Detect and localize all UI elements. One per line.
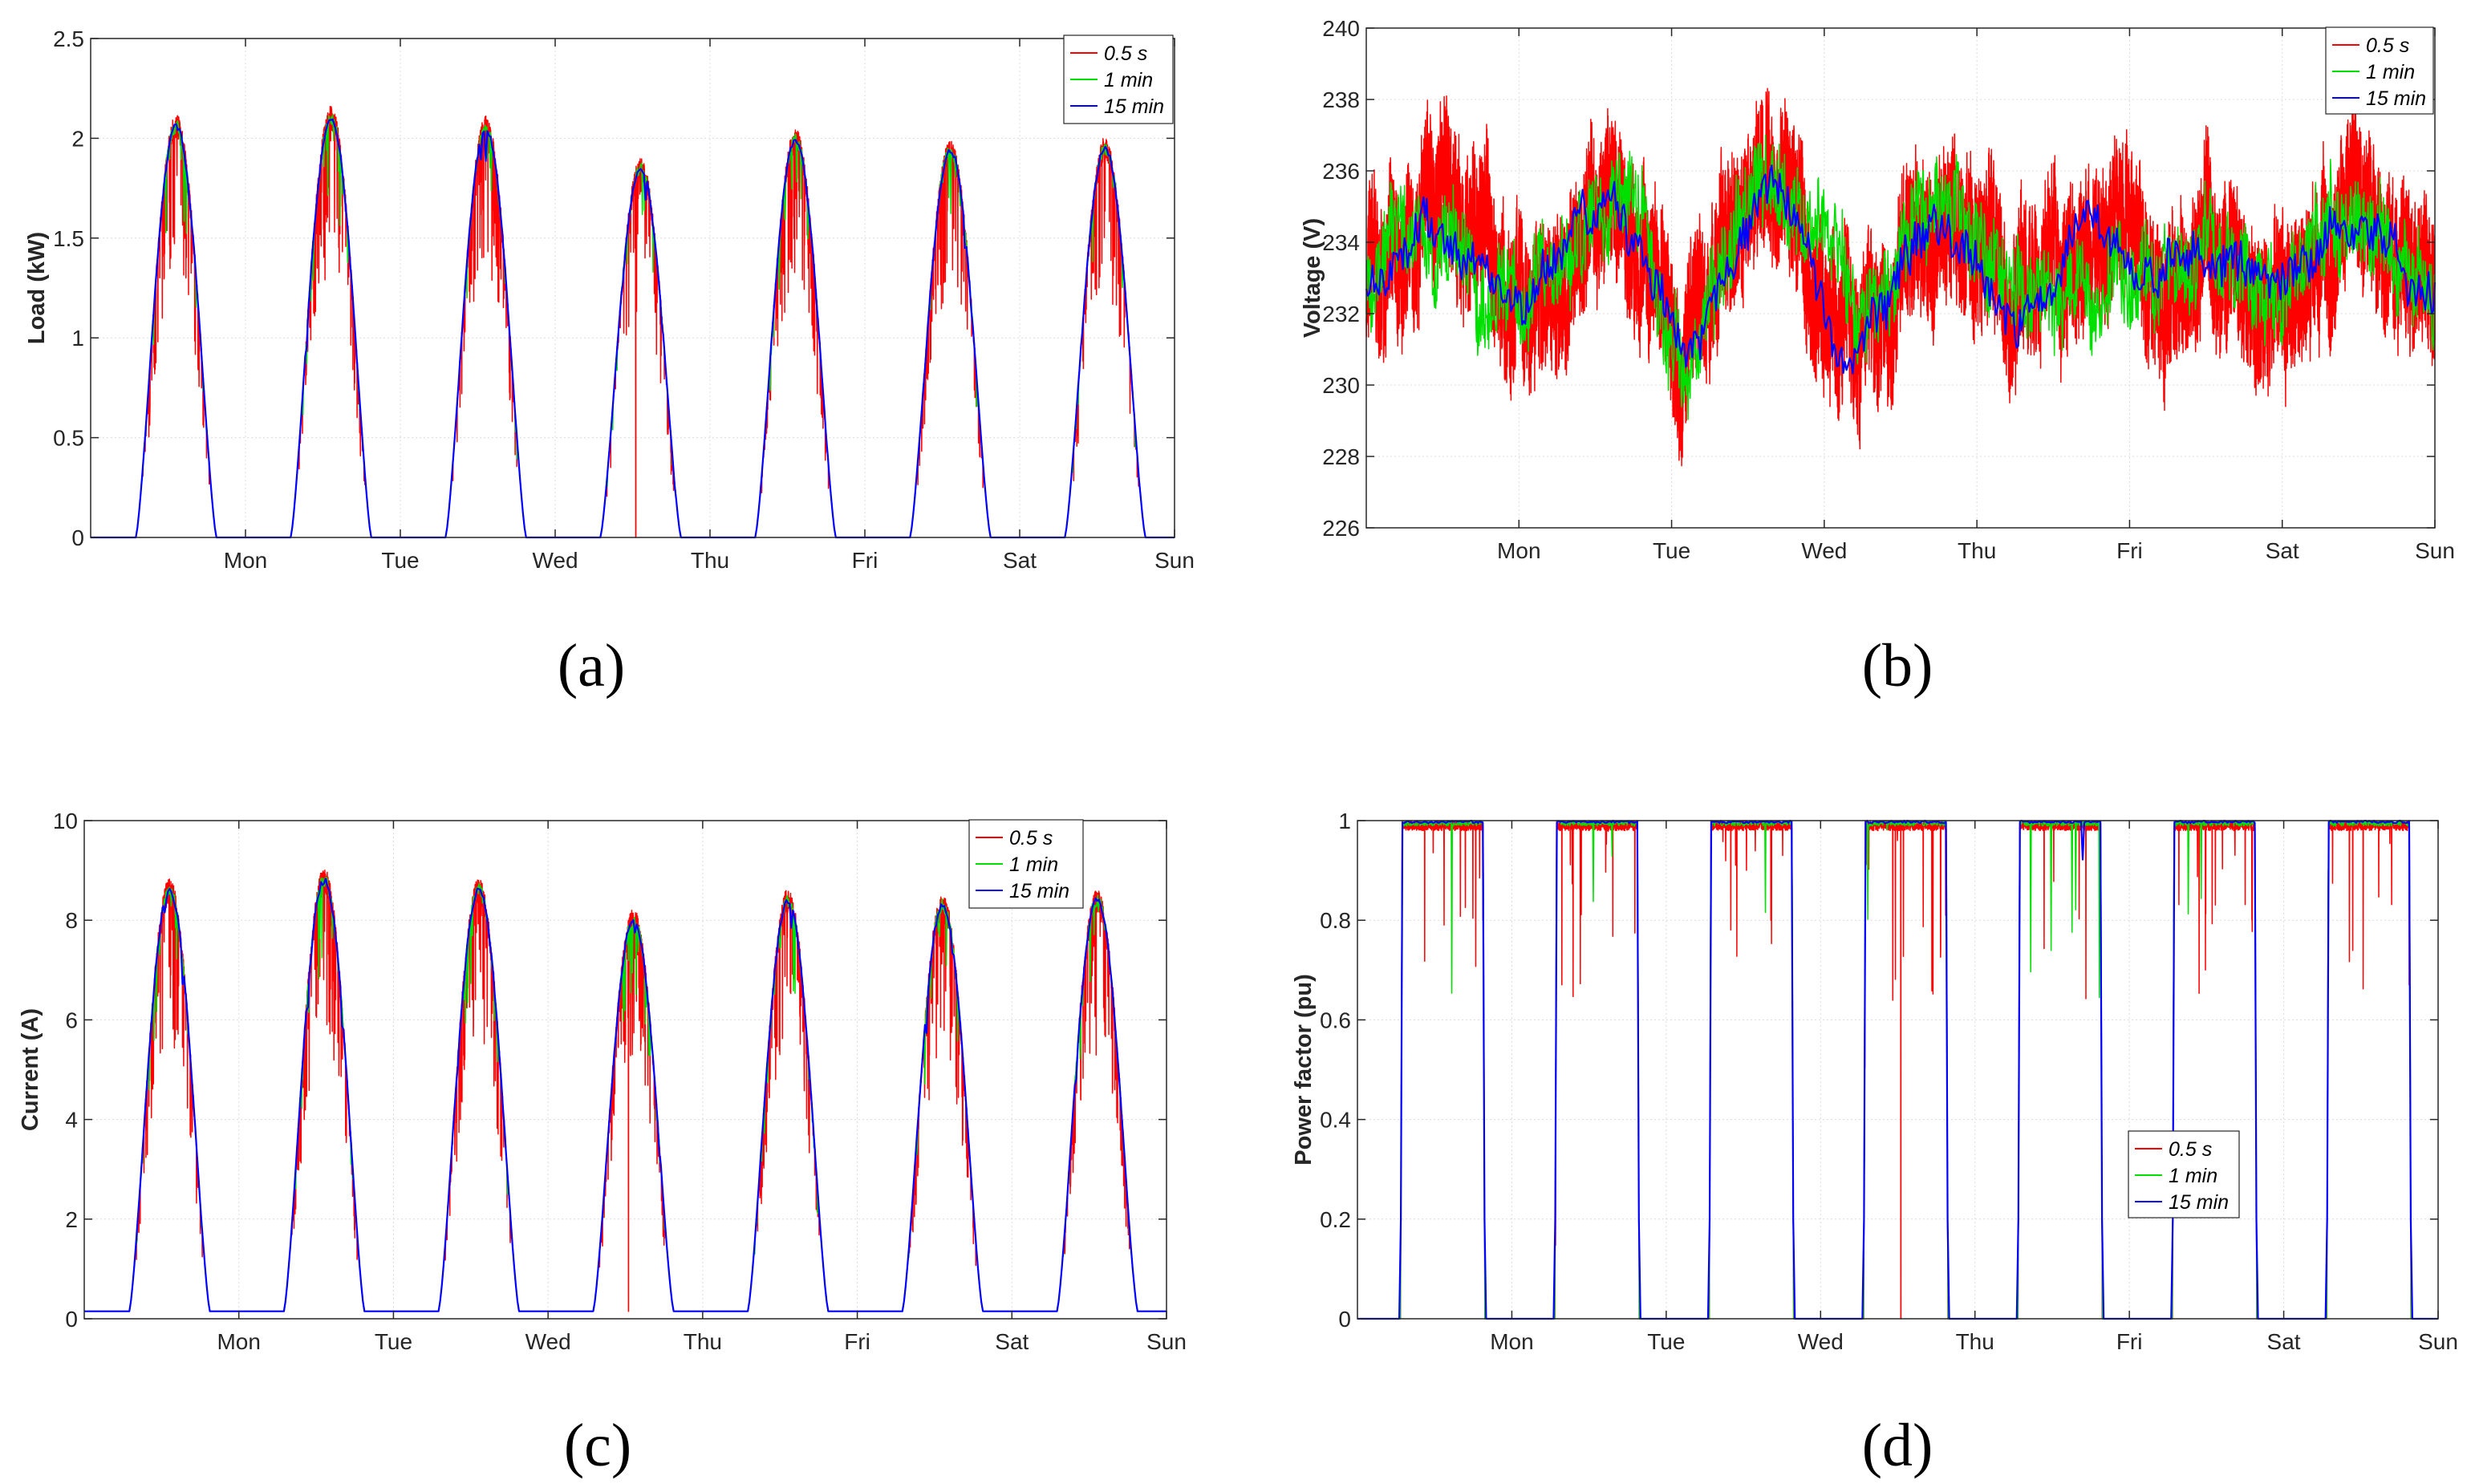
y-tick-label: 2	[71, 126, 84, 151]
panel-label: (b)	[1862, 632, 1933, 699]
legend: 0.5 s 1 min 15 min	[1063, 34, 1174, 124]
x-tick-label: Sun	[2415, 538, 2455, 563]
x-tick-label: Tue	[381, 548, 419, 573]
y-tick-label: 8	[65, 908, 78, 933]
x-tick-label: Sat	[995, 1329, 1029, 1354]
x-tick-label: Sat	[1003, 548, 1037, 573]
y-tick-label: 6	[65, 1008, 78, 1032]
legend-label: 0.5 s	[1104, 43, 1147, 65]
y-tick-label: 1	[1338, 809, 1351, 833]
plot-area	[1357, 821, 2438, 1319]
legend-label: 15 min	[2169, 1191, 2229, 1214]
x-tick-label: Mon	[1497, 538, 1540, 563]
y-axis-label: Power factor (pu)	[1291, 974, 1317, 1165]
x-tick-label: Wed	[525, 1329, 571, 1354]
y-tick-label: 0.6	[1320, 1008, 1351, 1032]
legend-label: 1 min	[2366, 61, 2415, 83]
y-tick-label: 1	[71, 326, 84, 351]
axes-box	[1365, 27, 2436, 529]
y-tick-label: 0.5	[53, 426, 84, 451]
panel-b: 226 228 230 232 234 236 238 240 Mon Tue Wed Thu Fri S…	[1300, 16, 2455, 699]
panel-label: (d)	[1862, 1412, 1933, 1479]
y-tick-label: 0.2	[1320, 1207, 1351, 1232]
legend-label: 1 min	[1104, 69, 1153, 91]
axes-box	[1357, 820, 2439, 1320]
legend-label: 1 min	[1009, 854, 1058, 876]
y-axis-label: Current (A)	[18, 1008, 43, 1131]
y-tick-label: 230	[1322, 373, 1360, 398]
y-tick-label: 0	[1338, 1307, 1351, 1332]
y-axis-label: Load (kW)	[24, 232, 50, 344]
y-tick-label: 1.5	[53, 226, 84, 251]
x-tick-label: Mon	[1490, 1329, 1533, 1354]
y-tick-label: 226	[1322, 516, 1360, 541]
x-tick-label: Wed	[1798, 1329, 1844, 1354]
x-tick-label: Tue	[1647, 1329, 1685, 1354]
y-tick-label: 240	[1322, 16, 1360, 41]
x-tick-label: Thu	[691, 548, 729, 573]
y-tick-label: 0.8	[1320, 908, 1351, 933]
legend-label: 0.5 s	[2169, 1138, 2212, 1161]
panel-d: 0 0.2 0.4 0.6 0.8 1 Mon Tue Wed Thu Fri Sat Sun Power…	[1291, 809, 2458, 1479]
legend-label: 1 min	[2169, 1165, 2217, 1187]
x-tick-label: Sat	[2266, 538, 2299, 563]
x-tick-label: Fri	[2116, 1329, 2143, 1354]
panel-c: 0 2 4 6 8 10 Mon Tue Wed Thu Fri Sat Sun Current (A) 0…	[18, 809, 1187, 1479]
series-line-15min	[84, 878, 1167, 1312]
y-tick-label: 0.4	[1320, 1108, 1351, 1133]
axes-box	[90, 38, 1175, 538]
x-tick-label: Fri	[2116, 538, 2143, 563]
legend: 0.5 s 1 min 15 min	[2325, 26, 2434, 115]
x-tick-label: Mon	[217, 1329, 260, 1354]
x-tick-label: Sun	[1146, 1329, 1187, 1354]
x-tick-label: Sat	[2267, 1329, 2301, 1354]
y-tick-label: 238	[1322, 87, 1360, 112]
legend-label: 15 min	[1104, 95, 1164, 118]
plot-area	[91, 39, 1175, 537]
x-tick-label: Tue	[1653, 538, 1690, 563]
y-axis-label: Voltage (V)	[1300, 218, 1325, 338]
x-tick-label: Thu	[1956, 1329, 1994, 1354]
x-tick-label: Sun	[1154, 548, 1195, 573]
legend-label: 15 min	[2366, 87, 2426, 110]
y-tick-label: 2	[65, 1207, 78, 1232]
y-tick-label: 234	[1322, 230, 1360, 255]
x-tick-label: Mon	[224, 548, 267, 573]
x-tick-label: Wed	[1801, 538, 1847, 563]
y-tick-label: 4	[65, 1108, 78, 1133]
y-tick-label: 10	[53, 809, 78, 833]
panel-a: 0 0.5 1 1.5 2 2.5 Mon Tue Wed Thu Fri Sat Sun Load (k…	[24, 26, 1195, 699]
x-tick-label: Fri	[852, 548, 878, 573]
y-tick-label: 0	[65, 1307, 78, 1332]
x-tick-label: Sun	[2418, 1329, 2458, 1354]
y-tick-label: 228	[1322, 444, 1360, 469]
axes-box	[83, 820, 1167, 1320]
x-tick-label: Fri	[844, 1329, 870, 1354]
legend-label: 0.5 s	[2366, 34, 2409, 57]
y-tick-label: 236	[1322, 159, 1360, 184]
panel-label: (c)	[564, 1412, 631, 1479]
y-tick-label: 232	[1322, 302, 1360, 326]
y-tick-label: 0	[71, 525, 84, 550]
x-tick-label: Wed	[532, 548, 578, 573]
x-tick-label: Thu	[684, 1329, 722, 1354]
panel-label: (a)	[558, 632, 625, 699]
legend-label: 0.5 s	[1009, 827, 1053, 849]
legend-label: 15 min	[1009, 880, 1069, 902]
legend: 0.5 s 1 min 15 min	[2128, 1130, 2240, 1218]
x-tick-label: Tue	[375, 1329, 412, 1354]
y-tick-label: 2.5	[53, 26, 84, 51]
legend: 0.5 s 1 min 15 min	[968, 819, 1084, 909]
x-tick-label: Thu	[1958, 538, 1996, 563]
series-line-15min	[1365, 164, 2437, 375]
